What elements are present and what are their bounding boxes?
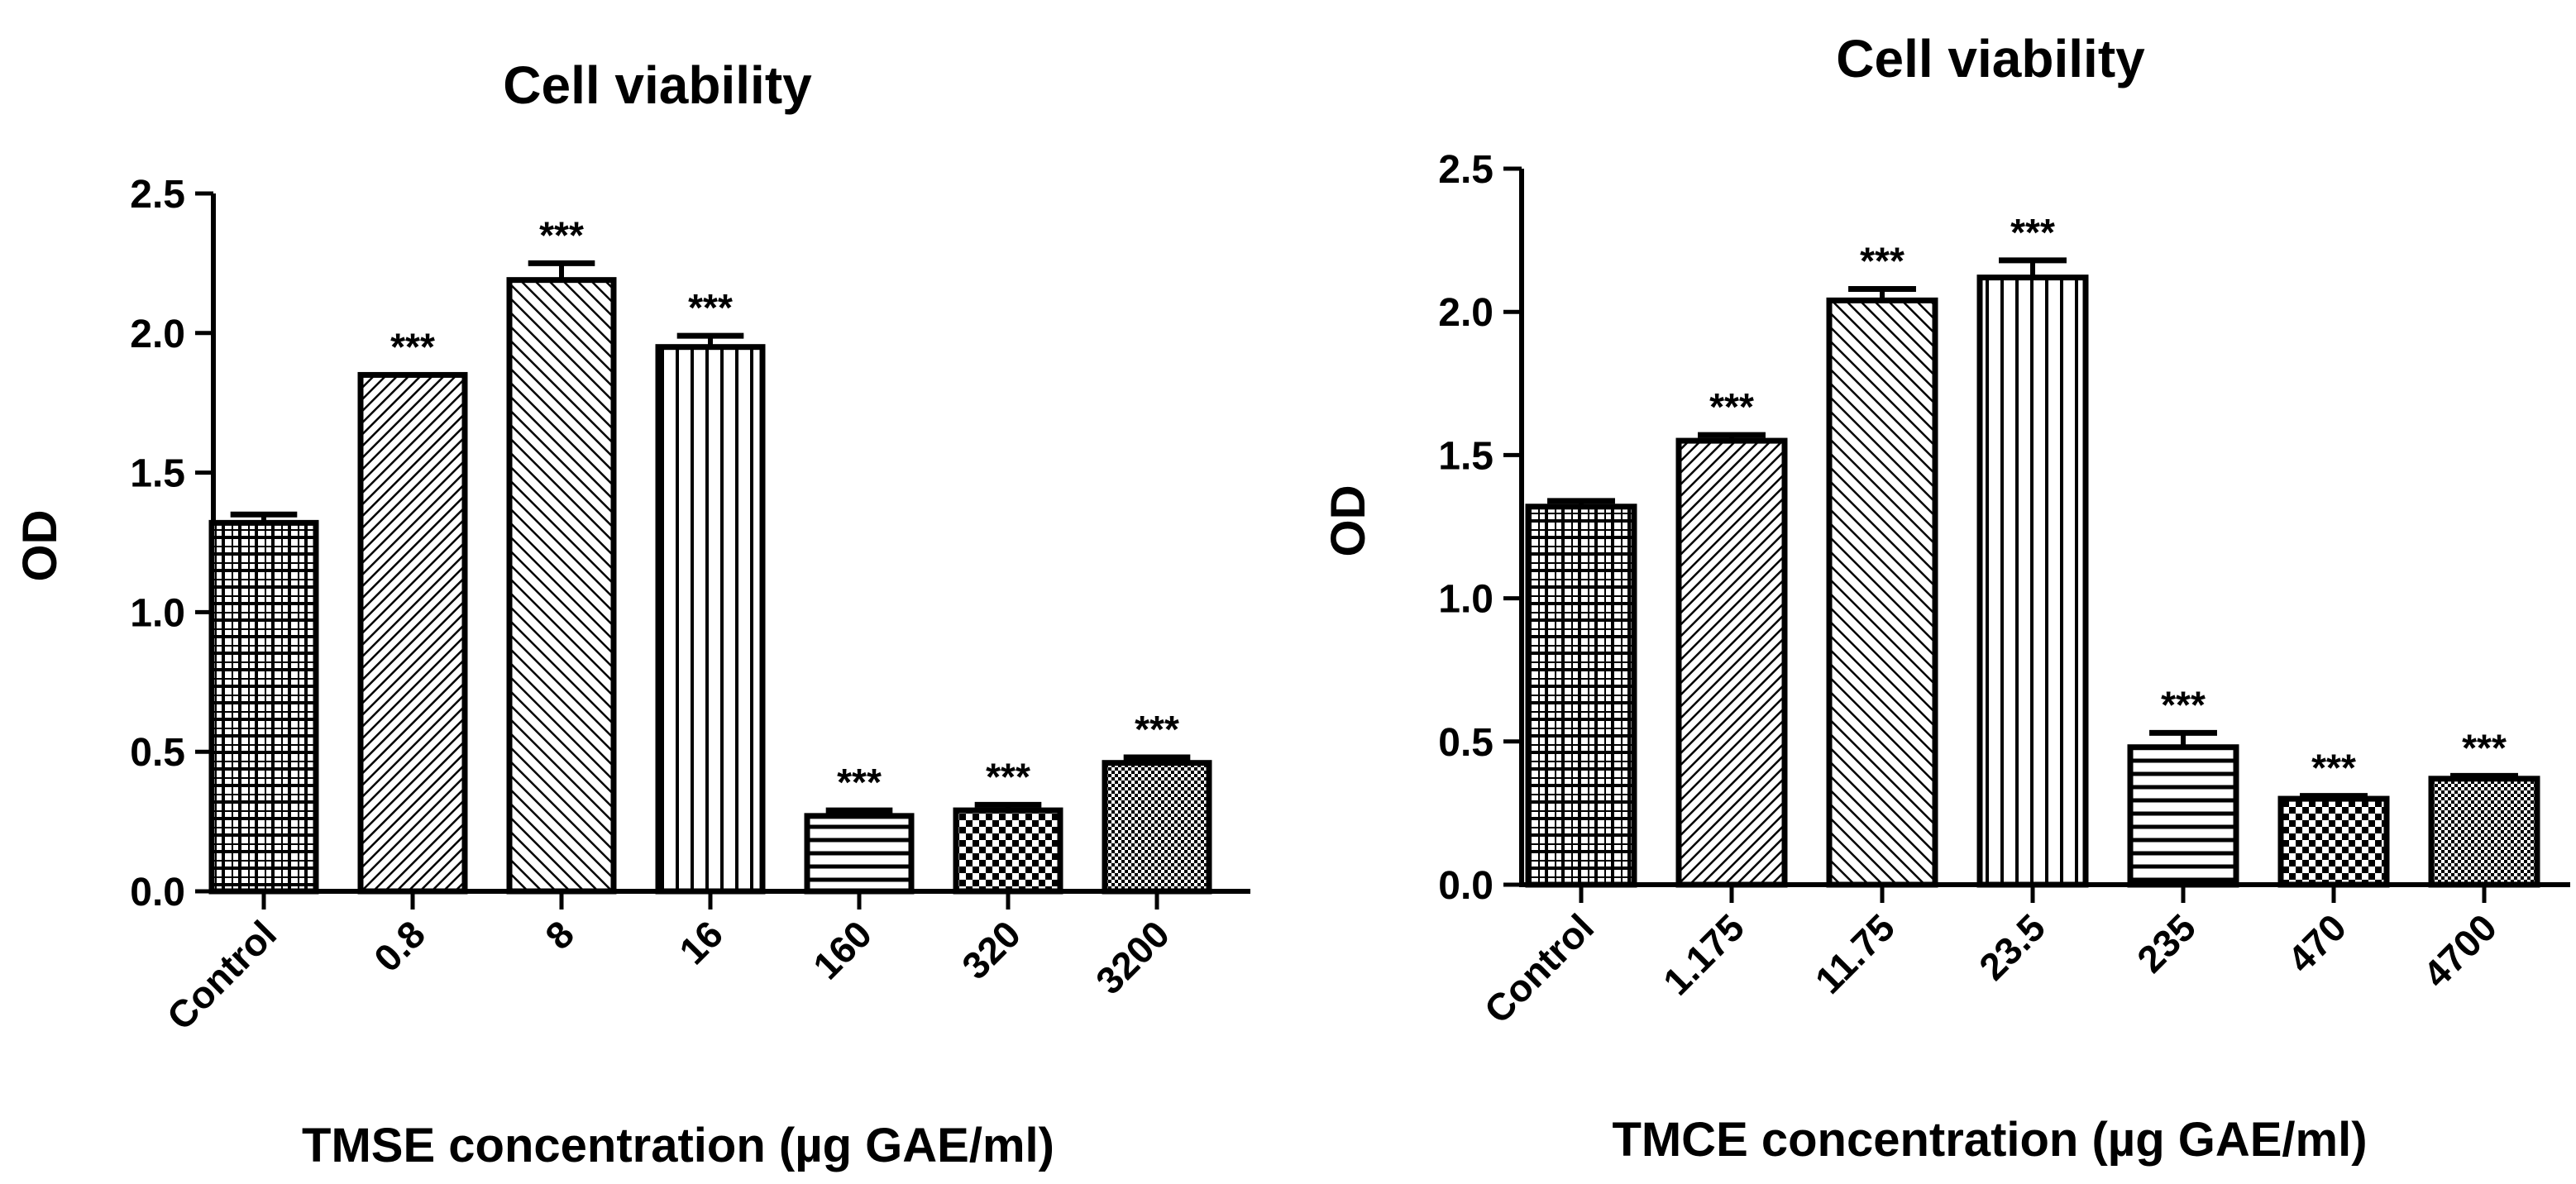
x-ticks: Control 0.8 8 16 160 320 3200 xyxy=(159,912,1178,1038)
y-tick-label: 2.0 xyxy=(1438,291,1494,335)
bar xyxy=(1826,297,1938,888)
y-tick-label: 1.0 xyxy=(130,591,185,635)
significance-label: *** xyxy=(986,755,1030,798)
significance-labels: *** *** *** *** *** *** xyxy=(1709,211,2507,790)
significance-label: *** xyxy=(837,761,882,804)
x-tick-label: 23.5 xyxy=(1971,905,2053,988)
bars xyxy=(195,191,1250,909)
significance-label: *** xyxy=(1709,385,1754,428)
x-tick-label: 1.175 xyxy=(1655,905,1752,1003)
significance-label: *** xyxy=(688,286,733,329)
y-tick-label: 0.0 xyxy=(130,871,185,914)
significance-label: *** xyxy=(2311,747,2356,790)
x-tick-label: 320 xyxy=(953,912,1029,987)
x-ticks: Control 1.175 11.75 23.5 235 470 4700 xyxy=(1476,905,2505,1031)
bars xyxy=(1503,166,2570,903)
bar xyxy=(2127,744,2239,888)
chart-title: Cell viability xyxy=(503,55,812,115)
bar xyxy=(1525,504,1637,888)
y-tick-label: 2.5 xyxy=(1438,148,1494,192)
bar xyxy=(1976,275,2089,888)
y-axis-label: OD xyxy=(13,510,67,582)
bar xyxy=(2428,776,2540,888)
bar xyxy=(804,813,915,895)
x-tick-label: 470 xyxy=(2279,905,2354,981)
x-tick-label: 0.8 xyxy=(366,912,433,980)
significance-label: *** xyxy=(1135,708,1179,751)
bar xyxy=(208,519,319,895)
x-tick-label: Control xyxy=(159,912,284,1038)
bar xyxy=(2277,795,2390,888)
y-tick-label: 2.5 xyxy=(130,173,185,217)
x-tick-label: 4700 xyxy=(2415,905,2505,995)
bar xyxy=(655,344,766,895)
significance-label: *** xyxy=(1860,239,1905,282)
x-tick-label: Control xyxy=(1476,905,1602,1031)
bar xyxy=(357,371,468,895)
y-tick-label: 1.5 xyxy=(1438,434,1494,478)
chart-title: Cell viability xyxy=(1836,29,2145,88)
bar xyxy=(953,807,1063,895)
y-axis-label: OD xyxy=(1321,485,1375,557)
significance-label: *** xyxy=(539,213,584,256)
chart-tmce: Cell viability OD TMCE concentration (µg… xyxy=(1321,29,2570,1167)
bar xyxy=(1675,437,1788,888)
x-tick-label: 3200 xyxy=(1087,912,1178,1002)
x-tick-label: 160 xyxy=(805,912,880,987)
y-tick-label: 1.5 xyxy=(130,452,185,496)
significance-labels: *** *** *** *** *** *** xyxy=(390,213,1179,804)
y-ticks: 0.0 0.5 1.0 1.5 2.0 2.5 xyxy=(1438,148,1494,908)
x-tick-label: 8 xyxy=(537,912,582,957)
y-tick-label: 2.0 xyxy=(130,313,185,356)
x-tick-label: 16 xyxy=(671,912,731,972)
significance-label: *** xyxy=(390,325,435,368)
y-tick-label: 0.0 xyxy=(1438,864,1494,908)
chart-tmse: Cell viability OD TMSE concentration (µg… xyxy=(13,55,1250,1172)
y-tick-label: 0.5 xyxy=(1438,721,1494,765)
x-tick-label: 235 xyxy=(2129,905,2204,981)
bar xyxy=(1102,760,1212,895)
significance-label: *** xyxy=(2010,211,2055,254)
bar xyxy=(506,277,617,895)
y-tick-label: 0.5 xyxy=(130,731,185,775)
y-tick-label: 1.0 xyxy=(1438,578,1494,622)
x-axis-label: TMCE concentration (µg GAE/ml) xyxy=(1612,1113,2367,1167)
x-tick-label: 11.75 xyxy=(1807,905,1903,1001)
x-axis-label: TMSE concentration (µg GAE/ml) xyxy=(302,1119,1054,1172)
significance-label: *** xyxy=(2462,726,2507,769)
y-ticks: 0.0 0.5 1.0 1.5 2.0 2.5 xyxy=(130,173,185,914)
significance-label: *** xyxy=(2161,683,2206,726)
